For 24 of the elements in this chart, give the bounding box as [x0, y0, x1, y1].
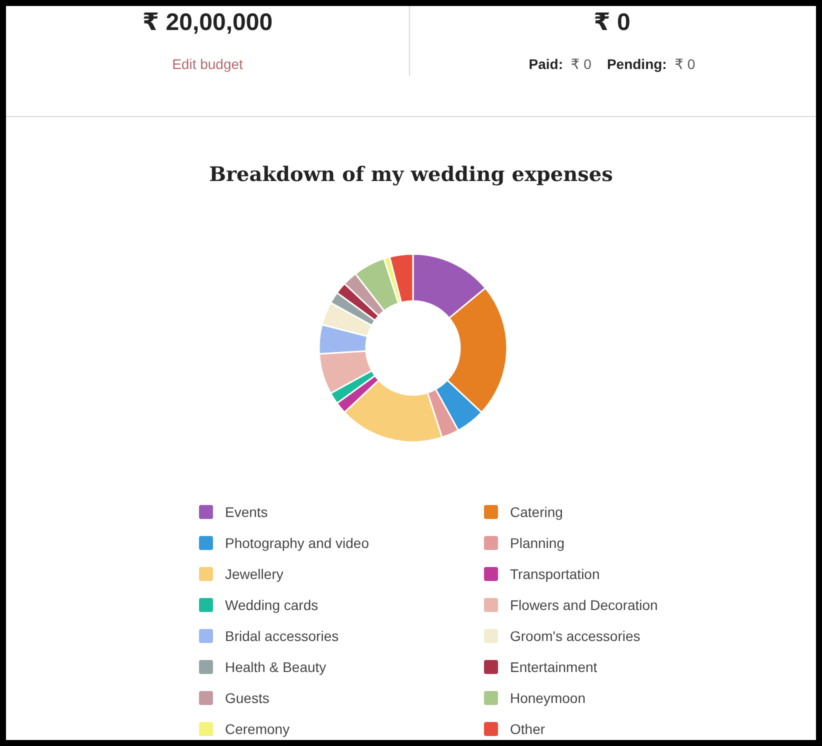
- legend-label: Guests: [225, 690, 270, 706]
- text: ₹ 20,00,000: [141, 8, 274, 37]
- legend-label: Transportation: [510, 566, 600, 582]
- legend-label: Ceremony: [225, 720, 290, 736]
- legend-label: Events: [225, 504, 268, 520]
- legend-label: Jewellery: [225, 566, 284, 582]
- legend-label: Health & Beauty: [225, 658, 326, 674]
- legend-label: Entertainment: [510, 658, 598, 674]
- legend-label: Catering: [510, 504, 563, 520]
- text: ₹ 0: [592, 8, 632, 37]
- legend-label: Planning: [510, 534, 564, 550]
- legend-label: Other: [510, 720, 546, 736]
- legend-label: Groom's accessories: [510, 628, 640, 644]
- legend-label: Wedding cards: [225, 596, 318, 612]
- legend-label: Bridal accessories: [225, 628, 339, 644]
- text: Edit budget: [171, 56, 244, 72]
- legend-label: Honeymoon: [510, 690, 586, 706]
- chart-title: Breakdown of my wedding expenses: [208, 162, 614, 186]
- text: ₹ 0: [570, 56, 592, 72]
- legend-label: Flowers and Decoration: [510, 596, 658, 612]
- text: Pending:: [606, 56, 667, 72]
- legend-label: Photography and video: [225, 534, 369, 550]
- text: ₹ 0: [674, 56, 696, 72]
- text: Paid:: [528, 56, 564, 72]
